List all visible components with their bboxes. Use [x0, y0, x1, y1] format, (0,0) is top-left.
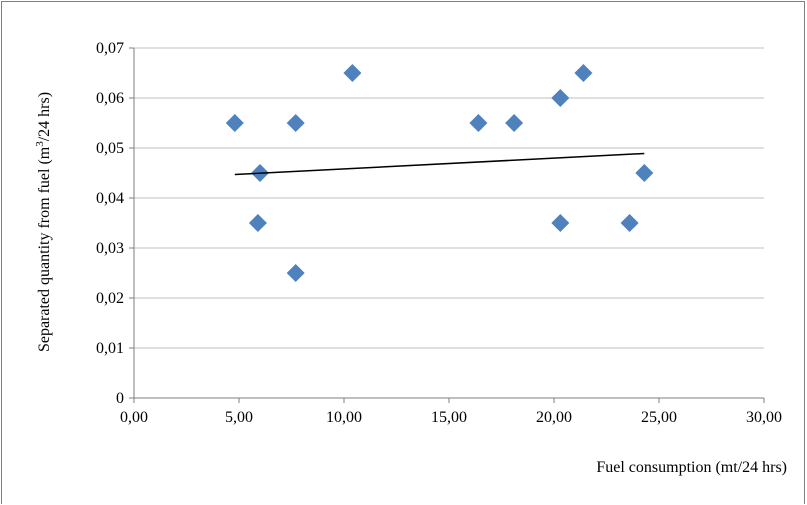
data-point-3 — [286, 114, 305, 132]
x-tick-label-6: 30,00 — [746, 409, 782, 426]
data-point-6 — [469, 114, 488, 132]
y-tick-label-2: 0,02 — [96, 290, 124, 307]
x-tick-label-4: 20,00 — [536, 409, 572, 426]
x-axis-title: Fuel consumption (mt/24 hrs) — [596, 459, 787, 476]
data-point-4 — [286, 264, 305, 282]
axes — [129, 47, 765, 403]
data-point-9 — [551, 214, 570, 232]
y-axis-title: Separated quantity from fuel (m3/24 hrs) — [34, 92, 53, 352]
y-tick-label-7: 0,07 — [96, 40, 124, 57]
data-point-11 — [620, 214, 639, 232]
data-point-10 — [574, 64, 593, 82]
data-point-1 — [248, 214, 267, 232]
data-points — [225, 64, 654, 282]
trendline-group — [234, 152, 645, 176]
y-axis-title-part-1: Separated quantity from fuel (m — [36, 146, 53, 352]
data-point-8 — [551, 89, 570, 107]
y-tick-label-4: 0,04 — [96, 190, 124, 207]
trendline — [234, 152, 645, 176]
y-axis-title-part-2: /24 hrs) — [36, 92, 53, 141]
gridlines — [134, 47, 764, 349]
data-point-7 — [505, 114, 524, 132]
y-tick-label-0: 0 — [116, 390, 124, 407]
y-tick-label-6: 0,06 — [96, 90, 124, 107]
data-point-12 — [635, 164, 654, 182]
y-tick-label-3: 0,03 — [96, 240, 124, 257]
x-tick-labels: 0,00 5,00 10,00 15,00 20,00 25,00 30,00 — [120, 409, 782, 426]
y-tick-label-5: 0,05 — [96, 140, 124, 157]
data-point-0 — [225, 114, 244, 132]
x-tick-label-0: 0,00 — [120, 409, 148, 426]
y-axis-title-superscript: 3 — [34, 141, 46, 147]
x-tick-label-1: 5,00 — [225, 409, 253, 426]
x-tick-label-3: 15,00 — [431, 409, 467, 426]
y-tick-label-1: 0,01 — [96, 340, 124, 357]
x-tick-label-5: 25,00 — [641, 409, 677, 426]
y-tick-labels: 0 0,01 0,02 0,03 0,04 0,05 0,06 0,07 — [96, 40, 124, 407]
x-tick-label-2: 10,00 — [326, 409, 362, 426]
data-point-5 — [343, 64, 362, 82]
